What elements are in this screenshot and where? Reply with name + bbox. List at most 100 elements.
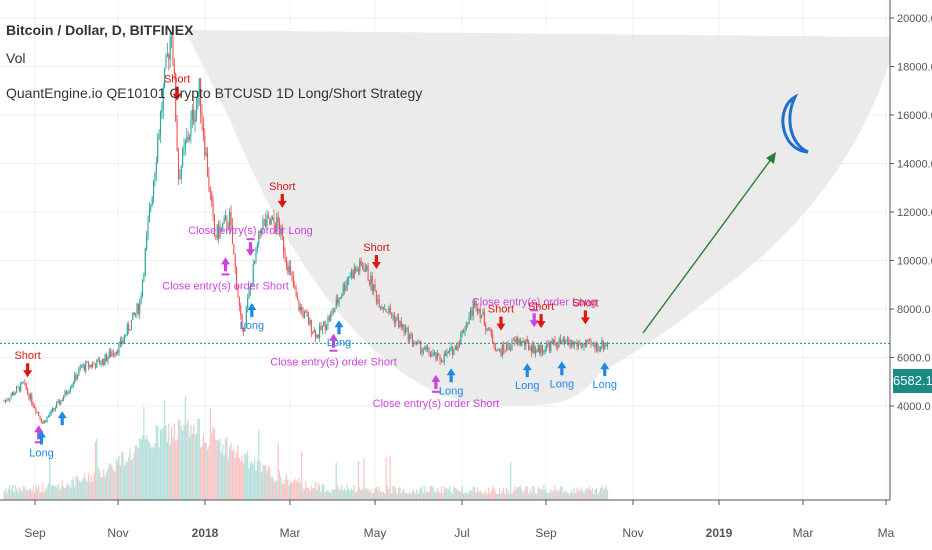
candle-body — [355, 268, 357, 272]
candle-body — [294, 286, 296, 289]
candle-body — [75, 374, 77, 380]
volume-bar — [566, 492, 568, 500]
candle-body — [395, 319, 397, 323]
signal-label: Close entry(s) order Short — [162, 280, 289, 292]
candle-body — [544, 348, 546, 352]
price-tick-label: 16000.0 — [897, 110, 932, 122]
volume-bar — [168, 423, 170, 500]
candle-body — [22, 382, 25, 383]
candle-body — [420, 341, 422, 354]
candle-body — [317, 334, 319, 338]
short-arrow — [245, 242, 255, 257]
candle-body — [548, 344, 550, 351]
candle-body — [58, 400, 61, 405]
volume-bar — [10, 489, 12, 500]
volume-bar — [119, 465, 121, 500]
time-axis[interactable]: Sep Nov 2018 Mar May Jul Sep Nov 2019 Mar Ma — [24, 500, 895, 540]
candle-body — [582, 346, 584, 348]
close-bar — [221, 273, 230, 276]
candle-body — [94, 364, 96, 368]
candle-body — [535, 350, 537, 354]
volume-bar — [534, 493, 537, 500]
candles — [3, 28, 609, 425]
candle-body — [148, 209, 150, 222]
volume-bar — [201, 445, 203, 500]
candle-body — [540, 345, 542, 354]
candle-body — [494, 347, 496, 352]
candle-body — [171, 36, 173, 38]
volume-bar — [501, 490, 503, 500]
candle-body — [147, 221, 149, 235]
candle-body — [469, 309, 472, 318]
volume-bar — [229, 446, 231, 500]
volume-bar — [188, 437, 191, 500]
candle-body — [260, 231, 263, 233]
volume-bar — [82, 478, 84, 500]
candle-body — [284, 252, 286, 258]
candle-body — [238, 297, 240, 306]
short-arrow — [496, 316, 506, 331]
volume-bar — [456, 488, 458, 500]
candle-body — [415, 341, 418, 344]
volume-bar — [600, 488, 602, 500]
volume-bar — [465, 492, 467, 500]
volume-bar — [78, 479, 80, 500]
volume-bar — [328, 492, 330, 500]
symbol-title[interactable]: Bitcoin / Dollar, D, BITFINEX — [6, 22, 194, 38]
volume-bar — [245, 454, 247, 500]
volume-bar — [146, 435, 148, 500]
signal-label: Close entry(s) order Long — [472, 296, 597, 308]
candle-body — [370, 275, 372, 285]
volume-bar — [512, 491, 515, 500]
price-tick-label: 20000.0 — [897, 13, 932, 25]
candle-body — [135, 313, 137, 315]
long-arrow — [522, 363, 532, 378]
volume-bar — [193, 425, 195, 500]
candle-body — [413, 343, 415, 345]
volume-bar — [303, 489, 306, 500]
volume-bar — [56, 487, 58, 500]
strategy-label[interactable]: QuantEngine.io QE10101 Crypto BTCUSD 1D … — [6, 85, 423, 101]
time-tick-label: May — [364, 526, 387, 540]
volume-bar — [296, 481, 299, 500]
volume-bar — [332, 489, 335, 500]
candle-body — [53, 408, 55, 410]
volume-bar — [176, 439, 178, 500]
volume-bar — [27, 490, 29, 500]
volume-bar — [265, 464, 267, 500]
volume-bar — [301, 451, 303, 500]
volume-bar — [346, 484, 348, 500]
candle-body — [367, 266, 369, 281]
volume-bar — [489, 493, 491, 500]
volume-indicator-label[interactable]: Vol — [6, 50, 26, 66]
candle-body — [479, 308, 481, 318]
candle-body — [550, 341, 552, 351]
volume-bar — [514, 486, 516, 500]
candle-body — [490, 328, 492, 335]
candle-body — [49, 414, 51, 416]
price-axis[interactable]: 4000.0 6000.0 8000.0 10000.0 12000.0 14000.0 1… — [890, 13, 932, 413]
candle-body — [56, 403, 58, 409]
volume-bar — [360, 489, 362, 500]
candle-body — [60, 400, 62, 405]
short-arrow — [536, 314, 546, 329]
candle-body — [313, 329, 315, 333]
candle-body — [456, 345, 458, 350]
candle-body — [561, 341, 563, 344]
signal-label: Short — [363, 242, 389, 254]
volume-bar — [446, 487, 448, 500]
volume-bar — [9, 485, 11, 500]
candle-body — [375, 290, 377, 302]
candle-body — [579, 343, 581, 345]
candle-body — [424, 346, 426, 351]
short-arrow — [23, 363, 33, 378]
candle-body — [242, 327, 245, 332]
volume-bar — [302, 488, 304, 500]
volume-bar — [87, 473, 90, 500]
volume-bar — [159, 429, 162, 500]
candle-body — [493, 342, 495, 348]
volume-bar — [385, 457, 387, 500]
candle-body — [68, 390, 70, 394]
volume-bar — [314, 481, 317, 500]
time-tick-label: Nov — [622, 526, 643, 540]
